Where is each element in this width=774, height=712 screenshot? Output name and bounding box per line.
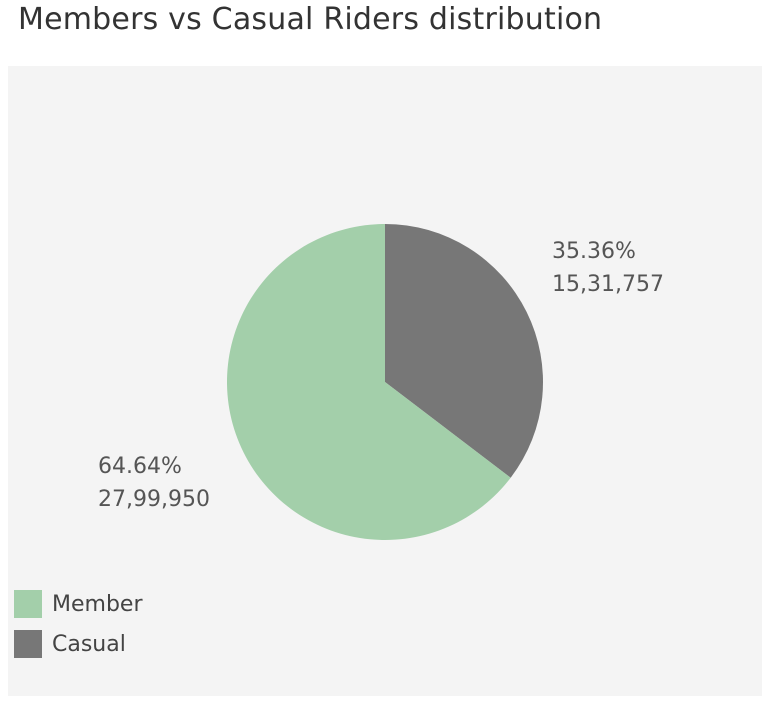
- pie-chart: [227, 224, 544, 540]
- casual-percent-label: 35.36%: [552, 239, 636, 264]
- casual-count-label: 15,31,757: [552, 272, 664, 297]
- legend-label-member: Member: [52, 591, 143, 617]
- chart-panel: 35.36% 15,31,757 64.64% 27,99,950 Member…: [8, 66, 762, 696]
- member-count-label: 27,99,950: [98, 487, 210, 512]
- legend: Member Casual: [14, 584, 143, 664]
- casual-slice-label: 35.36% 15,31,757: [552, 235, 664, 301]
- legend-item-member[interactable]: Member: [14, 584, 143, 624]
- pie-slice-member[interactable]: [227, 224, 511, 540]
- legend-swatch-casual: [14, 630, 42, 658]
- pie-slice-casual[interactable]: [385, 224, 544, 478]
- legend-swatch-member: [14, 590, 42, 618]
- legend-label-casual: Casual: [52, 631, 126, 657]
- member-percent-label: 64.64%: [98, 454, 182, 479]
- legend-item-casual[interactable]: Casual: [14, 624, 143, 664]
- member-slice-label: 64.64% 27,99,950: [98, 450, 210, 516]
- chart-title: Members vs Casual Riders distribution: [18, 2, 603, 37]
